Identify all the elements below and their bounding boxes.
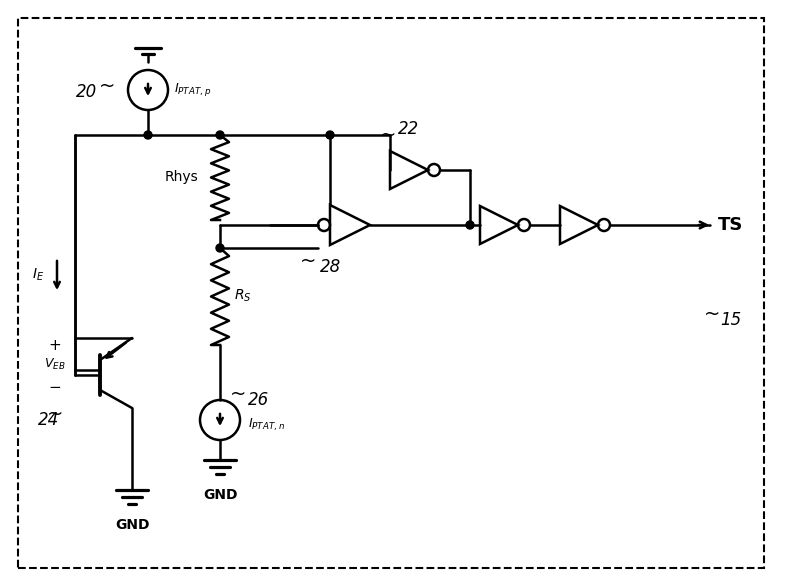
Text: 20: 20 xyxy=(76,83,97,101)
Text: ~: ~ xyxy=(99,77,115,95)
Text: GND: GND xyxy=(114,518,150,532)
Text: ~: ~ xyxy=(47,404,63,424)
Text: ~: ~ xyxy=(704,304,720,324)
Text: $I_{PTAT,n}$: $I_{PTAT,n}$ xyxy=(248,417,285,433)
Text: $I_E$: $I_E$ xyxy=(32,267,44,283)
Text: ~: ~ xyxy=(230,385,246,403)
Circle shape xyxy=(216,131,224,139)
Text: $-$: $-$ xyxy=(49,378,62,393)
Text: 26: 26 xyxy=(248,391,270,409)
Text: 15: 15 xyxy=(720,311,742,329)
Text: Rhys: Rhys xyxy=(165,170,198,184)
Text: $I_{PTAT,p}$: $I_{PTAT,p}$ xyxy=(174,81,211,99)
Text: 24: 24 xyxy=(38,411,59,429)
Text: +: + xyxy=(49,338,62,353)
Text: GND: GND xyxy=(202,488,238,502)
Circle shape xyxy=(326,131,334,139)
Text: ~: ~ xyxy=(380,125,396,145)
Text: 22: 22 xyxy=(398,120,419,138)
Text: $V_{EB}$: $V_{EB}$ xyxy=(44,357,66,372)
Text: $R_S$: $R_S$ xyxy=(234,288,251,304)
Text: TS: TS xyxy=(718,216,743,234)
Text: 28: 28 xyxy=(320,258,342,276)
Circle shape xyxy=(216,244,224,252)
Text: ~: ~ xyxy=(300,252,316,271)
Circle shape xyxy=(466,221,474,229)
Circle shape xyxy=(144,131,152,139)
